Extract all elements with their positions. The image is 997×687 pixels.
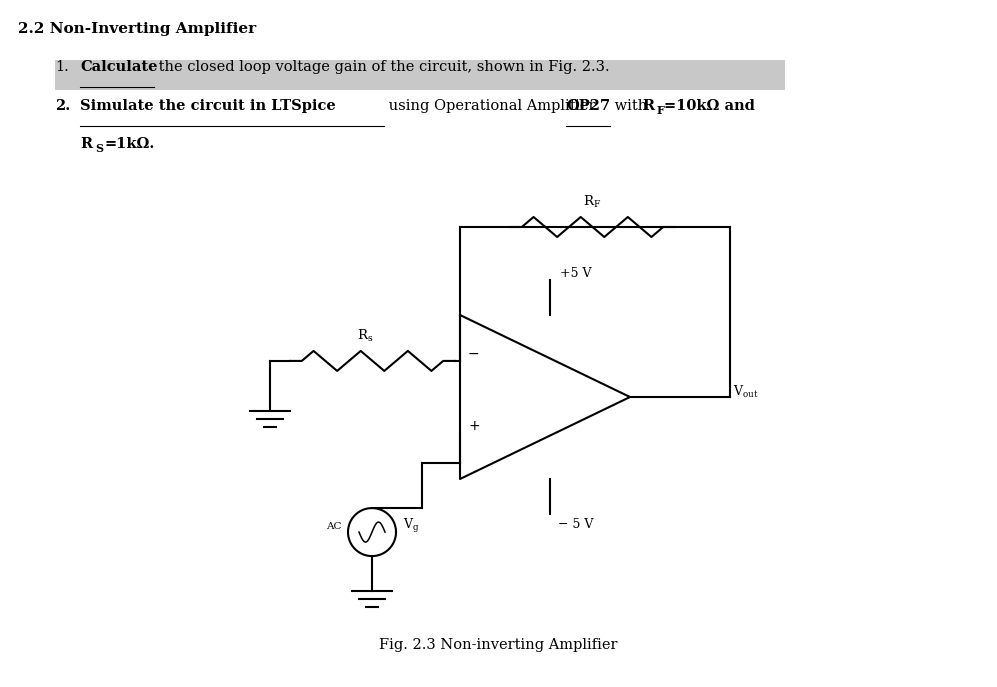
Text: 2.2 Non-Inverting Amplifier: 2.2 Non-Inverting Amplifier xyxy=(18,22,256,36)
Text: −: − xyxy=(468,347,480,361)
Text: Calculate: Calculate xyxy=(80,60,158,74)
Text: − 5 V: − 5 V xyxy=(558,518,593,531)
Text: OP27: OP27 xyxy=(566,99,610,113)
Text: V$_{\mathregular{g}}$: V$_{\mathregular{g}}$ xyxy=(403,517,420,535)
Text: F: F xyxy=(656,105,664,116)
Text: 1.: 1. xyxy=(55,60,69,74)
Text: S: S xyxy=(96,143,104,154)
Text: 2.: 2. xyxy=(55,99,70,113)
Text: R$_{\mathregular{s}}$: R$_{\mathregular{s}}$ xyxy=(357,328,373,344)
Text: AC: AC xyxy=(326,521,342,530)
Text: R: R xyxy=(80,137,92,151)
Text: with: with xyxy=(610,99,652,113)
Text: +: + xyxy=(468,419,480,433)
Text: the closed loop voltage gain of the circuit, shown in Fig. 2.3.: the closed loop voltage gain of the circ… xyxy=(154,60,609,74)
Text: R: R xyxy=(642,99,654,113)
Text: =1kΩ.: =1kΩ. xyxy=(104,137,155,151)
Text: =10kΩ and: =10kΩ and xyxy=(664,99,755,113)
Text: V$_{\mathregular{out}}$: V$_{\mathregular{out}}$ xyxy=(733,384,759,400)
Text: +5 V: +5 V xyxy=(560,267,591,280)
FancyBboxPatch shape xyxy=(55,60,785,90)
Text: Fig. 2.3 Non-inverting Amplifier: Fig. 2.3 Non-inverting Amplifier xyxy=(379,638,617,652)
Text: Simulate the circuit in LTSpice: Simulate the circuit in LTSpice xyxy=(80,99,336,113)
Text: using Operational Amplifier: using Operational Amplifier xyxy=(384,99,600,113)
Text: R$_{\mathregular{F}}$: R$_{\mathregular{F}}$ xyxy=(583,194,601,210)
